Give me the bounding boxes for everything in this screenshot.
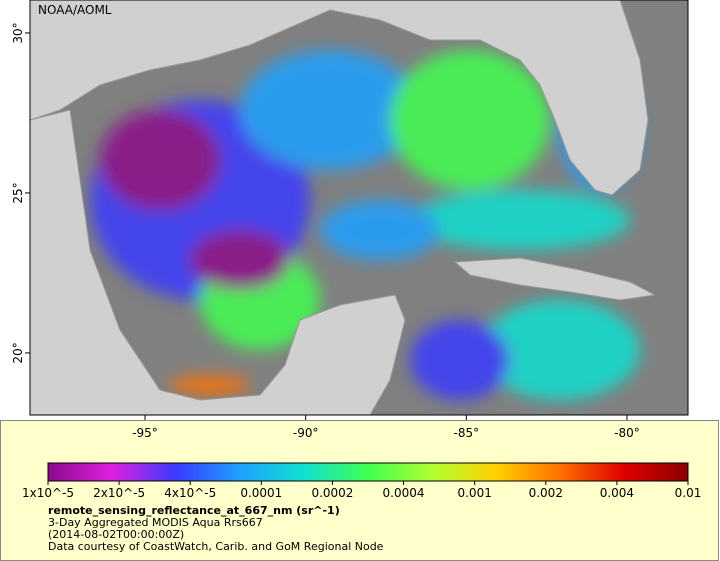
x-tick-label: -95° <box>132 426 158 440</box>
colorbar-tick-label: 0.0001 <box>240 486 282 500</box>
colorbar-tick-label: 0.01 <box>675 486 702 500</box>
north-coast-land <box>30 0 649 196</box>
mexico-land <box>30 109 406 415</box>
colorbar-tick-label: 0.001 <box>457 486 491 500</box>
colorbar-tick-label: 2x10^-5 <box>93 486 145 500</box>
y-tick-label: 20° <box>11 342 25 363</box>
y-tick-label: 25° <box>11 182 25 203</box>
caption-dataset: 3-Day Aggregated MODIS Aqua Rrs667 <box>48 516 263 529</box>
colorbar-tick-label: 4x10^-5 <box>164 486 216 500</box>
colorbar <box>47 462 689 482</box>
y-tick-label: 30° <box>11 22 25 43</box>
cuba-land <box>453 257 657 301</box>
map-title: NOAA/AOML <box>38 3 112 17</box>
legend-panel <box>0 420 719 561</box>
x-tick-label: -85° <box>454 426 480 440</box>
colorbar-tick-label: 0.002 <box>529 486 563 500</box>
reflectance-field <box>90 50 640 400</box>
map-frame <box>29 0 689 416</box>
caption-credit: Data courtesy of CoastWatch, Carib. and … <box>48 540 384 553</box>
x-tick-label: -90° <box>293 426 319 440</box>
x-tick-label: -80° <box>614 426 640 440</box>
colorbar-tick-label: 0.004 <box>600 486 634 500</box>
colorbar-tick-label: 0.0002 <box>311 486 353 500</box>
atlantic-no-data <box>655 0 688 415</box>
colorbar-tick-label: 0.0004 <box>383 486 425 500</box>
map: NOAA/AOML <box>30 0 688 415</box>
caption-time: (2014-08-02T00:00:00Z) <box>48 528 184 541</box>
caption-variable: remote_sensing_reflectance_at_667_nm (sr… <box>48 504 340 517</box>
colorbar-tick-label: 1x10^-5 <box>22 486 74 500</box>
